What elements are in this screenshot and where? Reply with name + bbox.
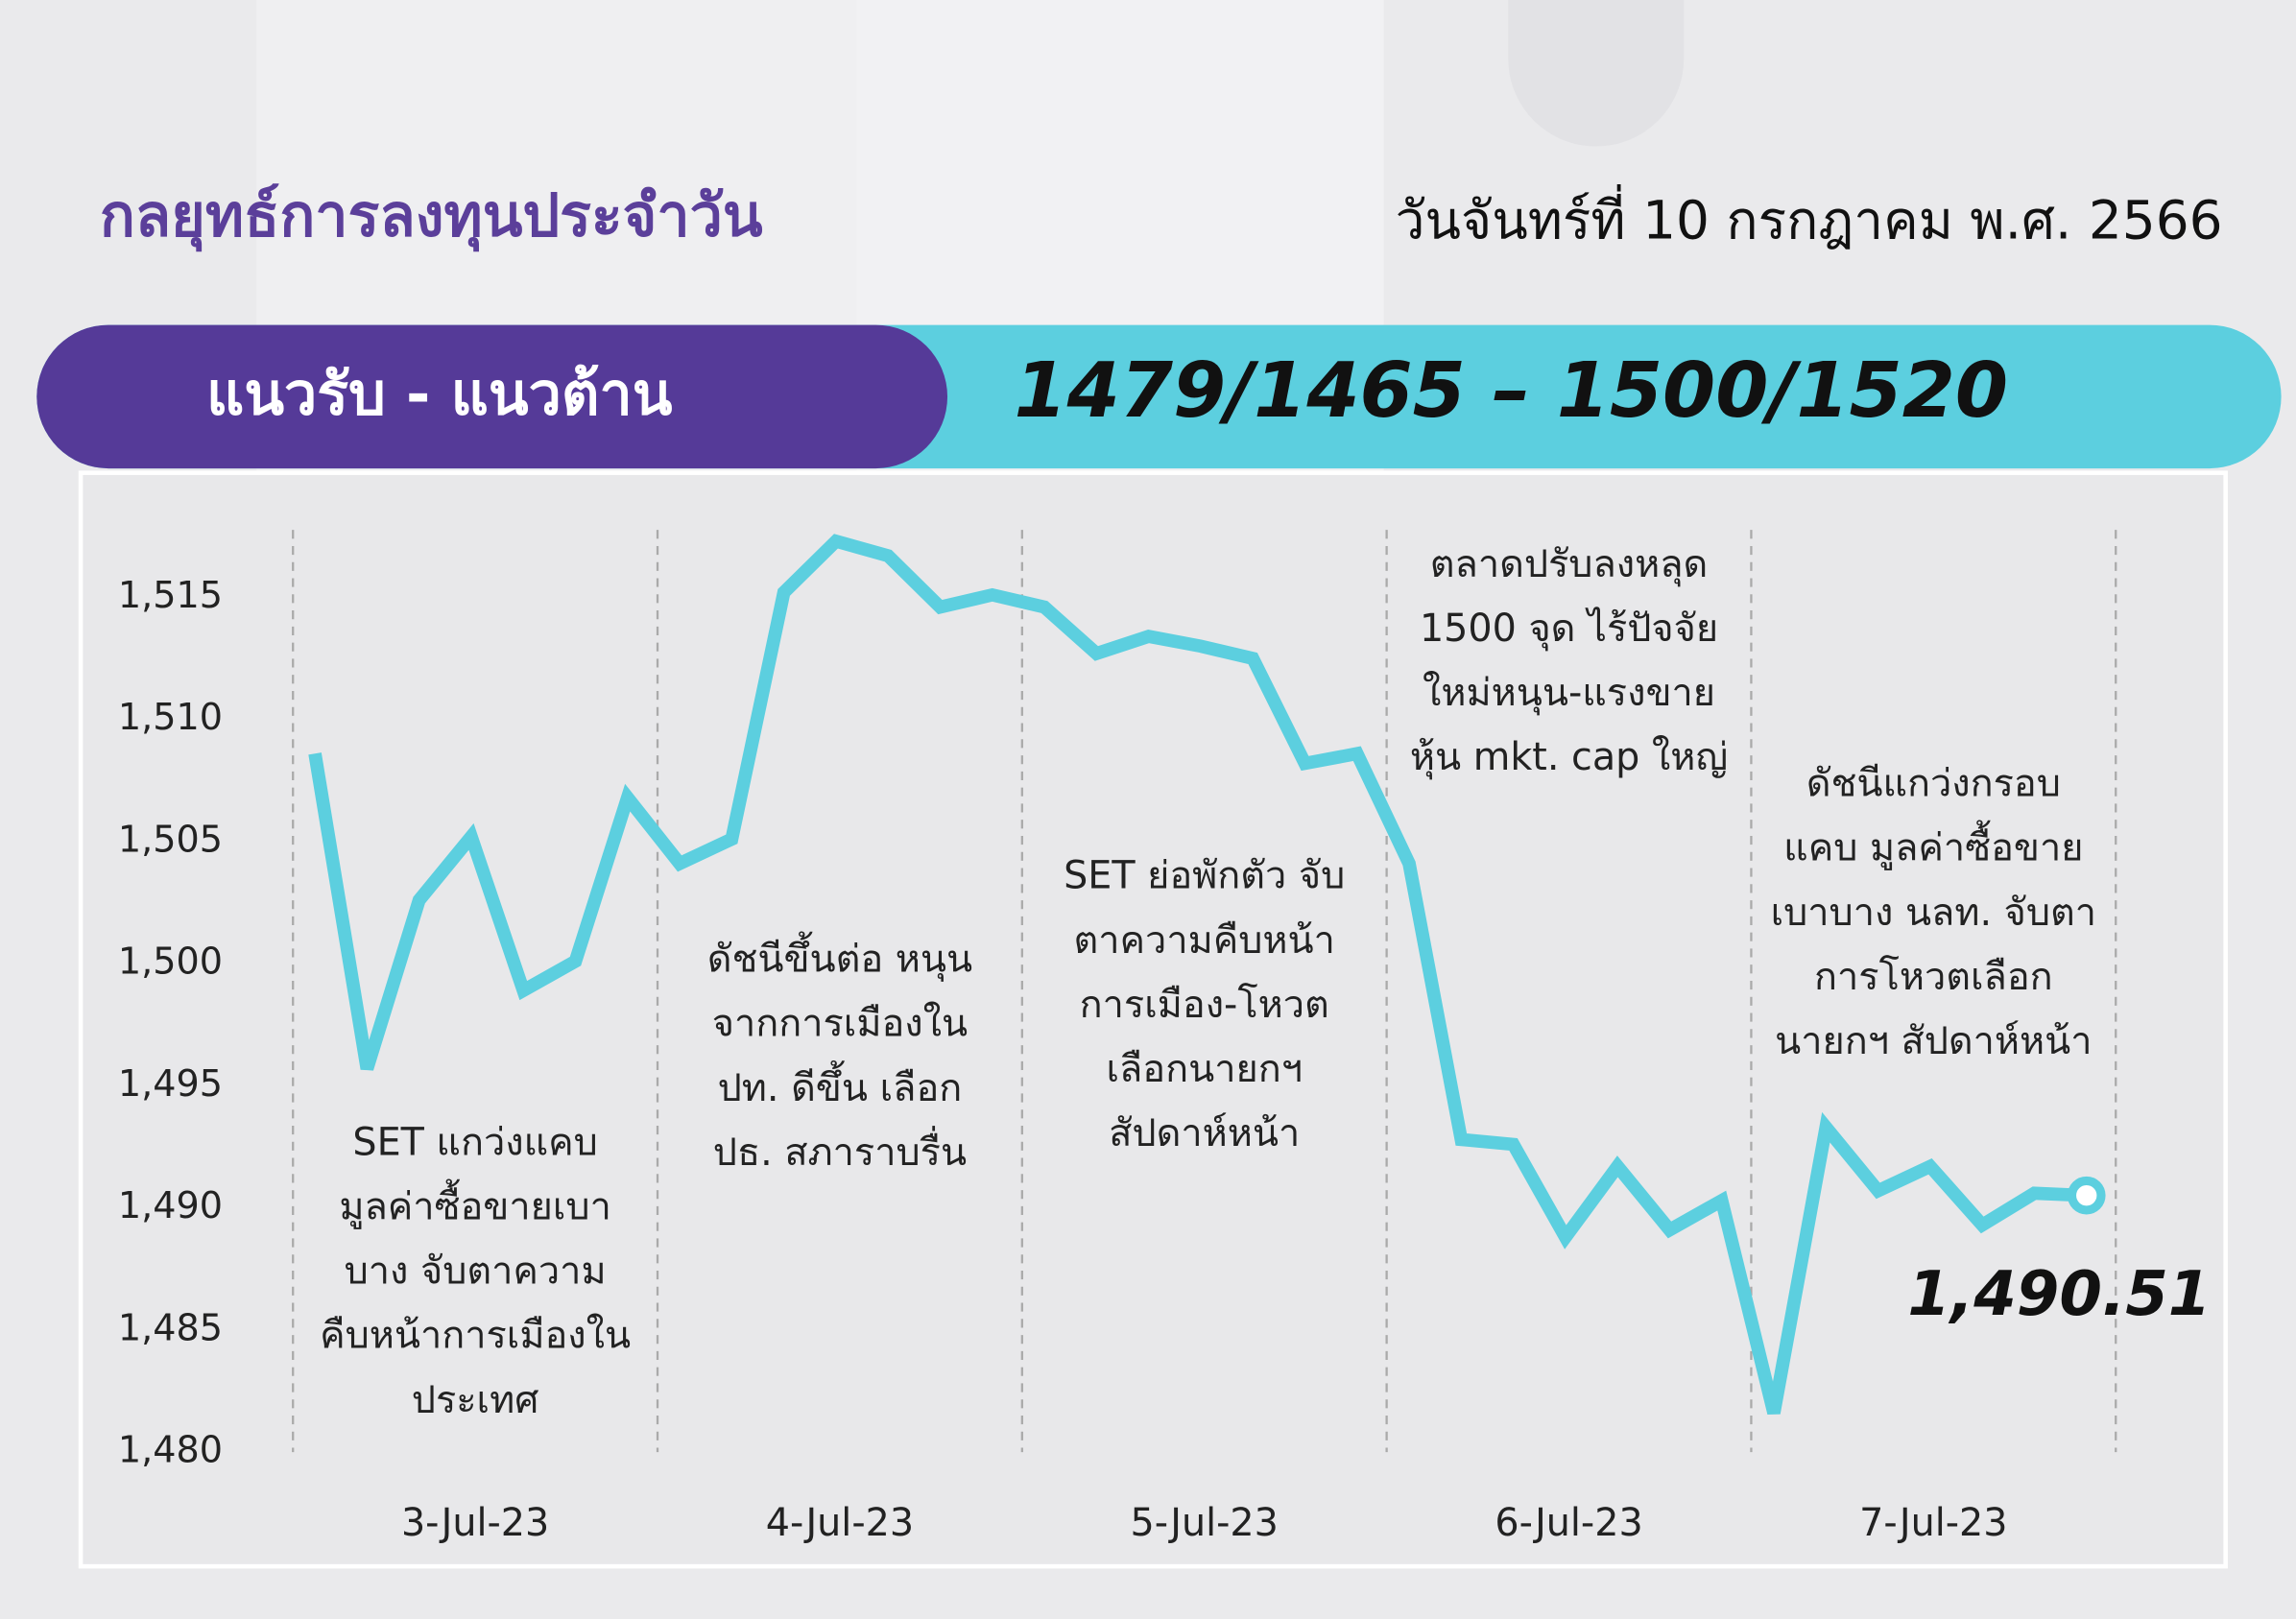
last-point [2067,1176,2106,1215]
banner-label: แนวรับ - แนวต้าน [206,360,673,428]
banner-value: 1479/1465 – 1500/1520 [1014,345,2008,435]
annotation: นายกฯ สัปดาห์หน้า [1775,1019,2092,1063]
x-tick-label: 3-Jul-23 [401,1501,549,1545]
annotation: บาง จับตาความ [345,1250,607,1294]
annotation: ตลาดปรับลงหลุด [1430,542,1708,587]
y-tick-label: 1,505 [118,818,223,860]
annotation: ปธ. สภาราบรื่น [713,1126,967,1175]
annotation: หุ้น mkt. cap ใหญ่ [1410,735,1728,780]
y-tick-label: 1,485 [118,1306,223,1348]
x-tick-label: 7-Jul-23 [1859,1501,2007,1545]
annotation: เบาบาง นลท. จับตา [1771,891,2096,935]
annotation: สัปดาห์หน้า [1109,1111,1300,1155]
y-tick-label: 1,480 [118,1429,223,1471]
annotation: 1500 จุด ไร้ปัจจัย [1420,607,1718,652]
x-tick-label: 6-Jul-23 [1495,1501,1642,1545]
annotation: SET ย่อพักตัว จับ [1064,854,1345,898]
y-tick-label: 1,510 [118,696,223,738]
annotation: ใหม่หนุน-แรงขาย [1423,671,1715,716]
date: วันจันทร์ที่ 10 กรกฎาคม พ.ศ. 2566 [1396,183,2223,250]
annotation: การโหวตเลือก [1814,955,2053,999]
y-tick-label: 1,515 [118,574,223,616]
x-tick-label: 4-Jul-23 [766,1501,914,1545]
title: กลยุทธ์การลงทุนประจำวัน [100,181,763,251]
annotation: ตาความคืบหน้า [1074,918,1335,963]
annotation: จากการเมืองใน [712,1002,968,1046]
y-tick-label: 1,500 [118,940,223,983]
annotation: ประเทศ [412,1378,539,1422]
y-tick-label: 1,495 [118,1062,223,1105]
price-line [308,534,2088,1416]
annotation: คืบหน้าการเมืองใน [320,1314,631,1358]
annotation: การเมือง-โหวต [1080,983,1329,1027]
banner-label-bg [36,324,948,469]
chart-panel [78,470,2228,1569]
annotation: ดัชนีขึ้นต่อ หนุน [707,932,972,983]
value-label: 1,490.51 [1907,1259,2211,1330]
annotation: มูลค่าซื้อขายเบา [339,1179,610,1228]
plot: 1,480 1,485 1,490 1,495 1,500 1,505 1,510 1,515… [118,530,2211,1545]
annotation: เลือกนายกฯ [1106,1047,1303,1091]
annotation: แคบ มูลค่าซื้อขาย [1783,821,2083,870]
x-tick-label: 5-Jul-23 [1131,1501,1279,1545]
y-tick-label: 1,490 [118,1184,223,1226]
decor [1508,0,1685,147]
annotation: ดัชนีแกว่งกรอบ [1806,762,2061,806]
annotation: SET แกว่งแคบ [352,1120,597,1164]
annotation: ปท. ดีขึ้น เลือก [718,1060,963,1110]
